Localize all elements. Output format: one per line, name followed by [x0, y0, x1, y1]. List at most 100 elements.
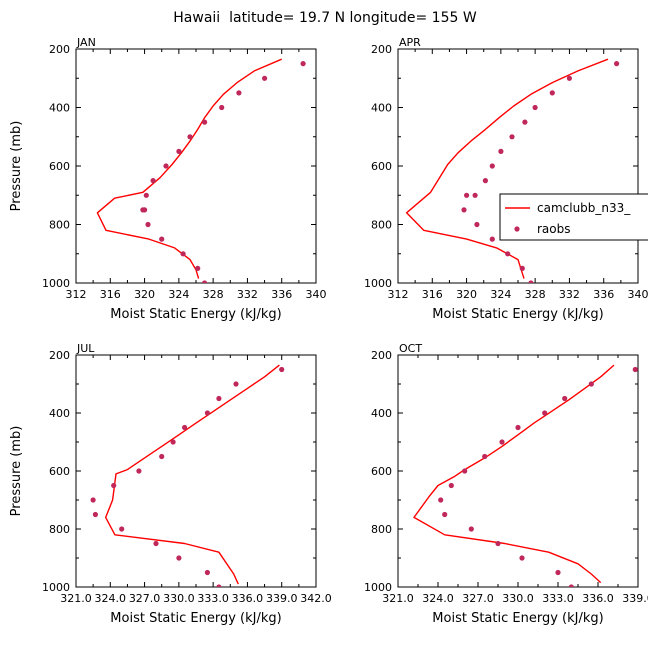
y-tick-label-apr: 400: [371, 102, 392, 115]
series-group-apr: [405, 58, 620, 283]
y-tick-label-jul: 1000: [42, 581, 70, 594]
x-tick-label-apr: 336: [593, 288, 614, 301]
panel-jan: JAN 312 316 320 324 328 332 336 340 200 400 600 800 1…: [9, 36, 327, 322]
x-tick-label-jul: 336.0: [232, 592, 264, 605]
model-line-jan: [96, 58, 282, 279]
raobs-point-jan: [145, 221, 151, 228]
panel-title-apr: APR: [399, 36, 421, 49]
raobs-point-jul: [111, 482, 117, 489]
y-tick-label-jul: 200: [49, 349, 70, 362]
raobs-point-apr: [474, 221, 480, 228]
raobs-point-apr: [528, 280, 534, 283]
y-tick-label-apr: 800: [371, 219, 392, 232]
raobs-point-jul: [204, 410, 210, 416]
x-tick-label-jul: 342.0: [300, 592, 332, 605]
raobs-point-apr: [566, 75, 573, 81]
x-tick-label-oct: 321.0: [382, 592, 414, 605]
x-tick-label-apr: 328: [525, 288, 546, 301]
raobs-point-apr: [472, 192, 478, 198]
x-tick-label-oct: 339.0: [622, 592, 648, 605]
panel-oct: OCT 321.0 324.0 327.0 330.0 333.0 336.0 339.0 20…: [364, 342, 648, 626]
raobs-point-oct: [542, 410, 548, 416]
raobs-point-jul: [204, 569, 210, 576]
raobs-point-apr: [549, 90, 555, 96]
x-tick-label-jan: 312: [66, 288, 87, 301]
y-tick-label-oct: 200: [371, 349, 392, 362]
model-line-apr: [405, 58, 609, 279]
raobs-point-oct: [482, 453, 488, 460]
x-tick-label-jan: 328: [203, 288, 224, 301]
x-tick-label-jan: 340: [306, 288, 327, 301]
y-tick-label-oct: 400: [371, 407, 392, 420]
raobs-point-jul: [153, 540, 159, 547]
raobs-point-jan: [140, 207, 146, 213]
raobs-point-oct: [515, 424, 521, 431]
x-tick-label-apr: 324: [490, 288, 511, 301]
raobs-point-jul: [216, 584, 222, 587]
raobs-point-jul: [92, 511, 98, 518]
raobs-point-apr: [489, 236, 495, 242]
raobs-point-jan: [195, 265, 201, 271]
x-tick-label-jan: 332: [237, 288, 258, 301]
raobs-point-apr: [482, 178, 488, 184]
plot-frame-apr: [397, 48, 639, 284]
x-tick-label-jul: 327.0: [129, 592, 161, 605]
raobs-point-oct: [448, 482, 454, 489]
x-tick-label-jan: 316: [100, 288, 121, 301]
panel-title-jan: JAN: [76, 36, 96, 49]
raobs-point-jan: [180, 251, 186, 257]
raobs-point-jul: [159, 453, 165, 460]
x-tick-label-jan: 336: [271, 288, 292, 301]
raobs-point-jan: [159, 236, 165, 242]
x-tick-label-apr: 316: [422, 288, 443, 301]
y-tick-label-apr: 1000: [364, 277, 392, 290]
raobs-point-jan: [202, 119, 208, 125]
y-tick-label-jul: 400: [49, 407, 70, 420]
raobs-point-jan: [163, 163, 169, 169]
raobs-point-jul: [90, 497, 96, 503]
raobs-point-jul: [279, 366, 285, 373]
raobs-point-jan: [176, 148, 182, 154]
y-tick-label-jan: 200: [49, 43, 70, 56]
raobs-point-jan: [300, 61, 306, 67]
raobs-point-apr: [505, 251, 511, 257]
y-axis-label-jul: Pressure (mb): [9, 426, 24, 517]
plot-frame-jan: [75, 48, 317, 284]
y-tick-label-oct: 1000: [364, 581, 392, 594]
x-axis-label-oct: Moist Static Energy (kJ/kg): [432, 611, 603, 626]
raobs-point-oct: [632, 366, 638, 373]
x-tick-label-apr: 340: [628, 288, 648, 301]
raobs-point-apr: [489, 163, 495, 169]
plot-frame-oct: [397, 354, 639, 588]
x-tick-label-jan: 320: [134, 288, 155, 301]
raobs-point-jul: [182, 424, 188, 431]
legend-box: [499, 193, 648, 241]
raobs-point-oct: [519, 555, 525, 561]
raobs-point-jul: [176, 555, 182, 561]
model-line-jul: [104, 364, 280, 585]
x-tick-label-apr: 320: [456, 288, 477, 301]
x-tick-label-oct: 327.0: [462, 592, 494, 605]
raobs-point-jul: [119, 526, 125, 532]
model-line-oct: [413, 364, 615, 584]
x-tick-label-jul: 333.0: [197, 592, 229, 605]
y-tick-label-jan: 600: [49, 160, 70, 173]
x-tick-label-oct: 330.0: [502, 592, 534, 605]
x-tick-label-jul: 321.0: [60, 592, 92, 605]
raobs-point-jan: [187, 134, 193, 140]
raobs-point-apr: [498, 148, 504, 154]
x-tick-label-apr: 332: [559, 288, 580, 301]
panel-title-oct: OCT: [399, 342, 422, 355]
raobs-point-apr: [614, 61, 620, 67]
y-tick-label-oct: 600: [371, 465, 392, 478]
raobs-point-oct: [568, 584, 574, 587]
raobs-point-apr: [509, 134, 515, 140]
x-tick-label-jul: 330.0: [163, 592, 195, 605]
raobs-point-jan: [236, 90, 242, 96]
raobs-point-jan: [143, 192, 149, 198]
raobs-point-jan: [202, 280, 208, 283]
panels: JAN 312 316 320 324 328 332 336 340 200 400 600 800 1…: [9, 36, 648, 626]
raobs-point-apr: [461, 207, 467, 213]
y-tick-label-jul: 800: [49, 523, 70, 536]
raobs-point-jan: [262, 75, 268, 81]
